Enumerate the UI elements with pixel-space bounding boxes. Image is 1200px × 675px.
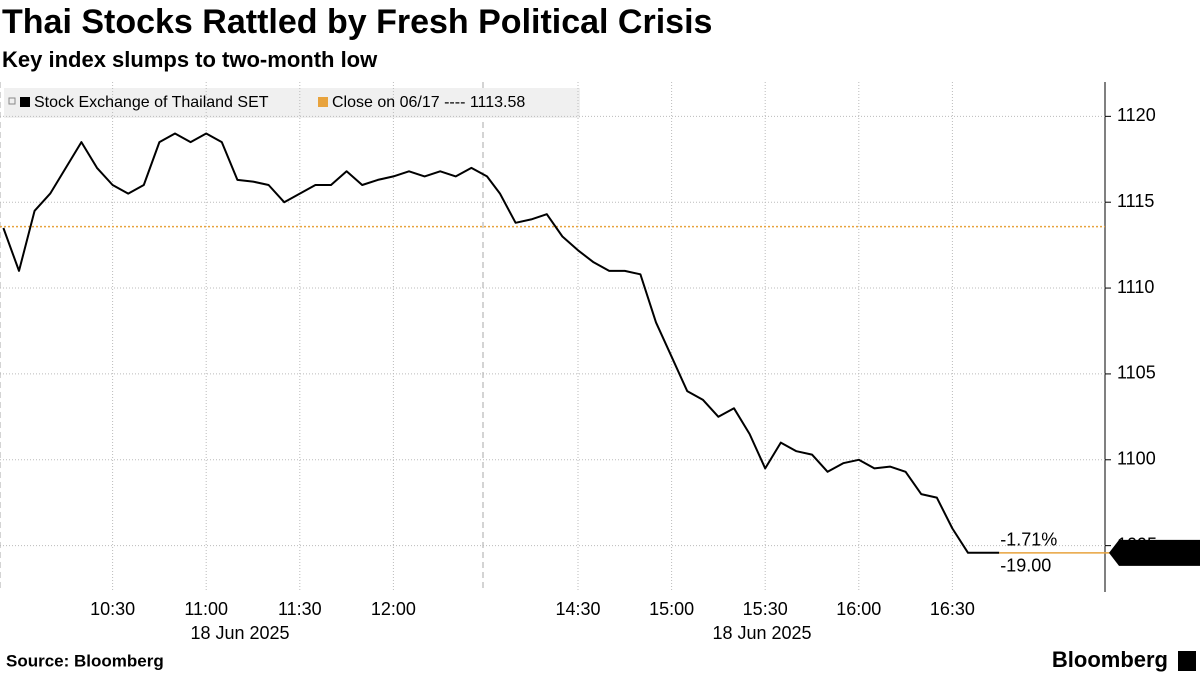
x-tick-label: 10:30	[90, 599, 135, 619]
y-tick-label: 1120	[1117, 105, 1156, 125]
last-value-label: 1094.58	[1121, 543, 1186, 563]
y-tick-label: 1105	[1117, 363, 1156, 383]
series-line	[2, 132, 1000, 554]
brand-icon	[1178, 651, 1196, 671]
x-date-label: 18 Jun 2025	[190, 623, 289, 643]
x-tick-label: 14:30	[555, 599, 600, 619]
y-tick-label: 1100	[1117, 449, 1156, 469]
x-tick-label: 12:00	[371, 599, 416, 619]
y-tick-label: 1110	[1117, 277, 1154, 297]
x-tick-label: 16:30	[930, 599, 975, 619]
legend-swatch	[20, 97, 30, 107]
legend-label: Close on 06/17 ---- 1113.58	[332, 94, 525, 111]
annotation: -19.00	[1000, 556, 1051, 576]
y-tick-label: 1115	[1117, 191, 1154, 211]
chart-subtitle: Key index slumps to two-month low	[2, 47, 378, 72]
annotation: -1.71%	[1000, 530, 1057, 550]
legend-swatch	[318, 97, 328, 107]
x-tick-label: 16:00	[836, 599, 881, 619]
x-tick-label: 11:30	[278, 599, 322, 619]
legend-icon	[8, 97, 16, 105]
x-tick-label: 11:00	[184, 599, 228, 619]
legend-box	[4, 88, 580, 118]
last-value-box	[1109, 539, 1200, 566]
source: Source: Bloomberg	[6, 651, 164, 670]
legend-label: Stock Exchange of Thailand SET	[34, 94, 269, 111]
x-tick-label: 15:00	[649, 599, 694, 619]
x-date-label: 18 Jun 2025	[712, 623, 811, 643]
x-tick-label: 15:30	[743, 599, 788, 619]
chart-title: Thai Stocks Rattled by Fresh Political C…	[2, 3, 712, 41]
brand: Bloomberg	[1052, 647, 1168, 672]
